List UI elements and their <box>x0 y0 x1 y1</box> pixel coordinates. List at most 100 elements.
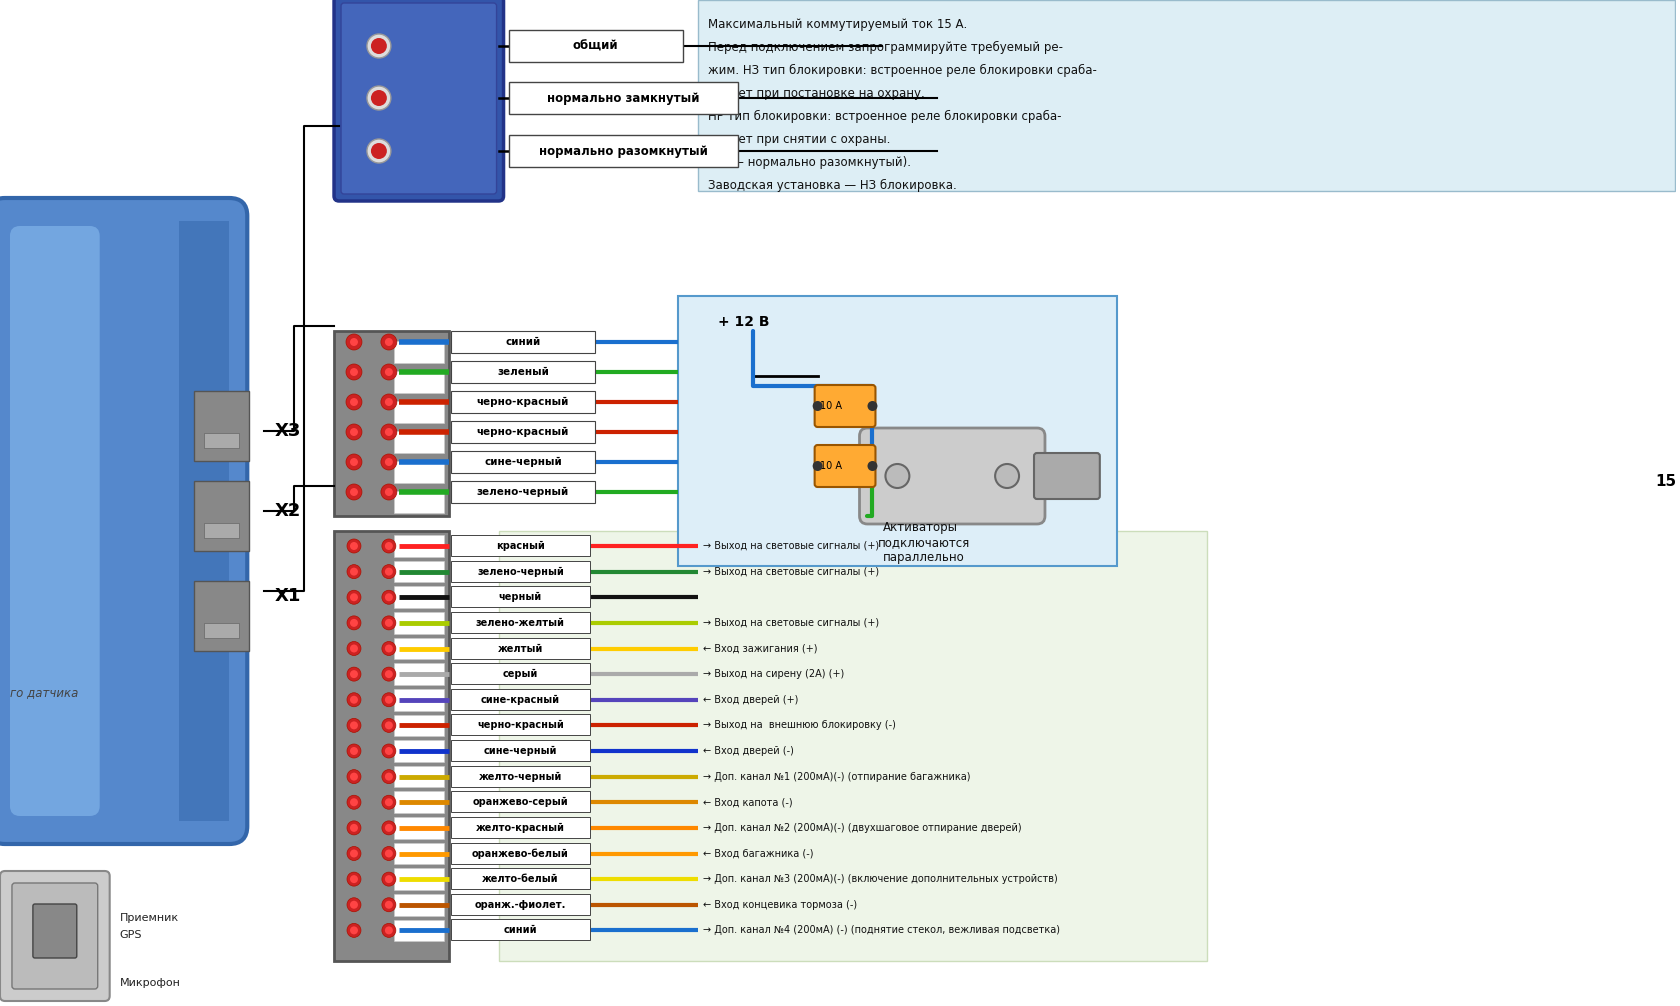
Text: → Выход на световые сигналы (+): → Выход на световые сигналы (+) <box>702 618 879 628</box>
Bar <box>393 612 444 634</box>
Circle shape <box>381 616 395 630</box>
Bar <box>393 868 444 890</box>
Bar <box>450 714 590 735</box>
Circle shape <box>381 642 395 656</box>
Text: ← Вход багажника (-): ← Вход багажника (-) <box>702 848 813 858</box>
Bar <box>393 461 444 483</box>
Text: синий: синий <box>504 926 538 936</box>
Text: → Выход на сирену (2А) (+): → Выход на сирену (2А) (+) <box>702 669 843 679</box>
Bar <box>450 868 590 889</box>
Text: нормально замкнутый: нормально замкнутый <box>546 92 699 105</box>
Circle shape <box>349 670 358 678</box>
Text: тывает при постановке на охрану.: тывает при постановке на охрану. <box>707 87 924 100</box>
Text: ← Вход зажигания (+): ← Вход зажигания (+) <box>702 644 816 654</box>
FancyBboxPatch shape <box>815 445 875 487</box>
Circle shape <box>381 424 396 440</box>
Circle shape <box>381 564 395 578</box>
Bar <box>450 740 590 761</box>
Circle shape <box>385 747 393 754</box>
Circle shape <box>346 924 361 938</box>
Circle shape <box>381 821 395 835</box>
Bar <box>450 331 595 353</box>
Text: сине-красный: сине-красный <box>480 695 559 705</box>
Bar <box>393 919 444 942</box>
Circle shape <box>349 619 358 627</box>
Text: черно-красный: черно-красный <box>477 427 570 437</box>
Circle shape <box>385 875 393 883</box>
Circle shape <box>385 849 393 857</box>
Text: сине-черный: сине-черный <box>484 746 556 757</box>
Circle shape <box>346 539 361 553</box>
Bar <box>393 663 444 685</box>
Circle shape <box>371 90 386 106</box>
Circle shape <box>995 464 1018 488</box>
Text: черно-красный: черно-красный <box>477 720 563 730</box>
Text: зелено-черный: зелено-черный <box>477 487 570 497</box>
Bar <box>393 586 444 608</box>
Text: → Выход на световые сигналы (+): → Выход на световые сигналы (+) <box>702 566 879 576</box>
Circle shape <box>346 394 361 410</box>
Circle shape <box>346 564 361 578</box>
Text: 10 А: 10 А <box>820 461 842 471</box>
Text: X3: X3 <box>274 422 301 440</box>
Circle shape <box>346 872 361 886</box>
Bar <box>393 714 444 736</box>
Circle shape <box>385 900 393 908</box>
FancyBboxPatch shape <box>334 0 504 201</box>
Circle shape <box>346 718 361 732</box>
Bar <box>450 560 590 581</box>
Circle shape <box>381 591 395 605</box>
Circle shape <box>346 693 361 707</box>
Circle shape <box>346 334 361 350</box>
Bar <box>393 792 444 813</box>
Text: ← Вход дверей (+): ← Вход дверей (+) <box>702 695 798 705</box>
Circle shape <box>385 696 393 704</box>
Bar <box>393 431 444 453</box>
Text: сине-черный: сине-черный <box>484 457 561 467</box>
Text: ← Вход дверей (-): ← Вход дверей (-) <box>702 746 793 756</box>
Circle shape <box>349 747 358 754</box>
Bar <box>393 371 444 393</box>
Bar <box>499 531 1206 961</box>
Text: синий: синий <box>506 337 541 347</box>
Circle shape <box>381 718 395 732</box>
Circle shape <box>385 458 393 466</box>
Text: → Доп. канал №3 (200мА)(-) (включение дополнительных устройств): → Доп. канал №3 (200мА)(-) (включение до… <box>702 874 1057 884</box>
Text: зеленый: зеленый <box>497 367 549 377</box>
Circle shape <box>385 927 393 935</box>
Text: оранжево-серый: оранжево-серый <box>472 797 568 807</box>
Text: Приемник: Приемник <box>119 913 178 923</box>
Circle shape <box>349 488 358 496</box>
Text: жим. НЗ тип блокировки: встроенное реле блокировки сраба-: жим. НЗ тип блокировки: встроенное реле … <box>707 64 1095 77</box>
Text: X2: X2 <box>274 502 301 520</box>
Text: → Доп. канал №4 (200мА) (-) (поднятие стекол, вежливая подсветка): → Доп. канал №4 (200мА) (-) (поднятие ст… <box>702 926 1060 936</box>
Circle shape <box>385 338 393 346</box>
Circle shape <box>381 744 395 758</box>
Text: черно-красный: черно-красный <box>477 397 570 407</box>
Circle shape <box>346 424 361 440</box>
Circle shape <box>346 796 361 809</box>
Bar <box>450 535 590 556</box>
Circle shape <box>381 693 395 707</box>
Circle shape <box>381 796 395 809</box>
Circle shape <box>385 428 393 436</box>
Text: → Доп. канал №2 (200мА)(-) (двухшаговое отпирание дверей): → Доп. канал №2 (200мА)(-) (двухшаговое … <box>702 823 1021 833</box>
Circle shape <box>381 897 395 911</box>
FancyBboxPatch shape <box>10 226 99 816</box>
Text: ← Вход концевика тормоза (-): ← Вход концевика тормоза (-) <box>702 899 857 909</box>
Circle shape <box>349 428 358 436</box>
Circle shape <box>349 398 358 406</box>
Bar <box>393 817 444 839</box>
Circle shape <box>381 484 396 500</box>
FancyBboxPatch shape <box>0 871 109 1001</box>
Circle shape <box>385 368 393 376</box>
Circle shape <box>385 488 393 496</box>
Bar <box>334 531 449 961</box>
Circle shape <box>346 616 361 630</box>
Bar <box>450 612 590 633</box>
Circle shape <box>346 484 361 500</box>
Circle shape <box>346 821 361 835</box>
Circle shape <box>381 454 396 470</box>
Text: НР тип блокировки: встроенное реле блокировки сраба-: НР тип блокировки: встроенное реле блоки… <box>707 110 1060 123</box>
Text: Заводская установка — НЗ блокировка.: Заводская установка — НЗ блокировка. <box>707 179 956 192</box>
